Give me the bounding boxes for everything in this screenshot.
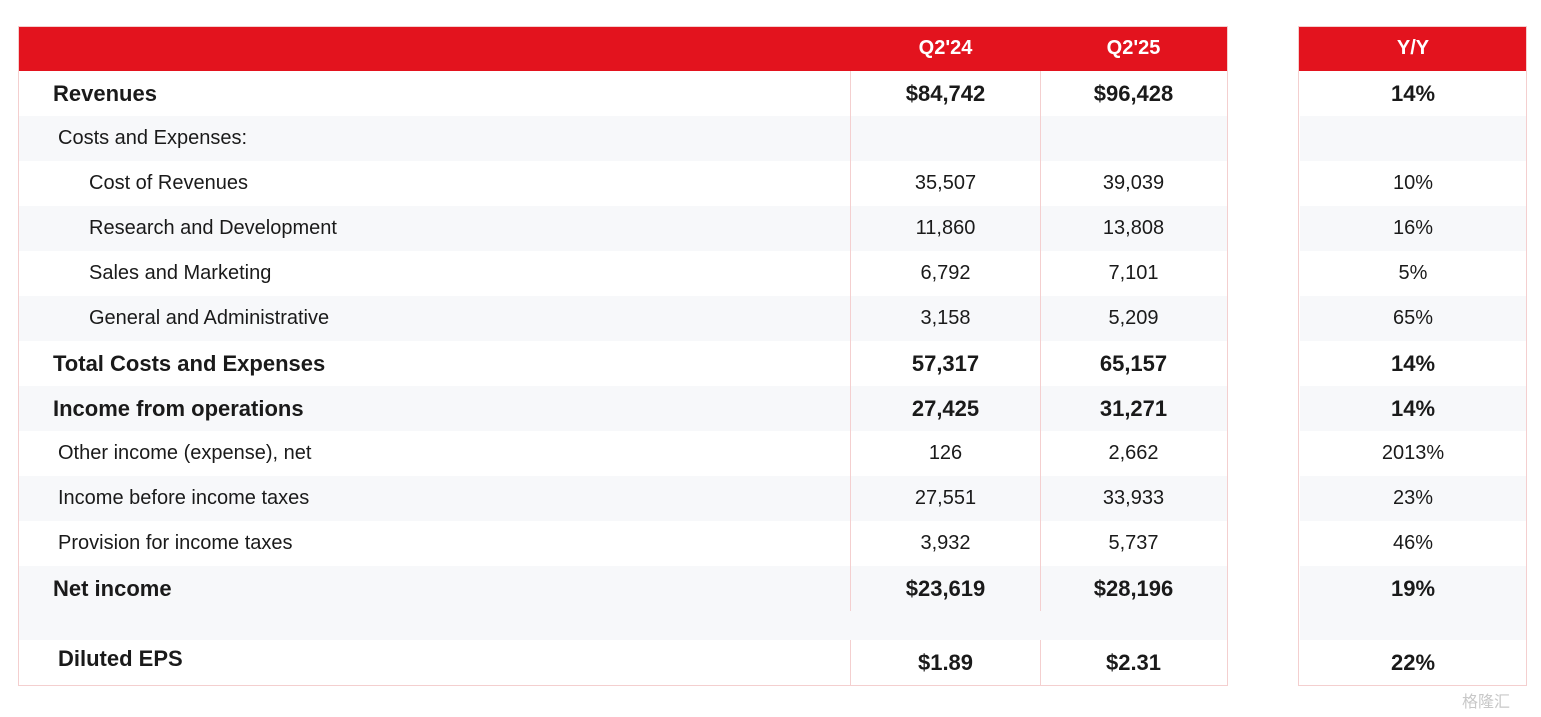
cell-yy: 46% — [1392, 532, 1434, 554]
eps-label: Diluted EPS — [58, 646, 183, 671]
cell-q2-25: 39,039 — [1102, 172, 1165, 194]
table-row: General and Administrative 3,158 5,209 — [19, 296, 1227, 341]
cell-q2-24: 126 — [928, 442, 963, 464]
row-label: Costs and Expenses: — [58, 127, 247, 149]
spacer-row — [19, 611, 1227, 640]
cell-q2-24: 27,551 — [914, 487, 977, 509]
cell-yy: 5% — [1398, 262, 1428, 284]
cell-q2-25: 5,737 — [1108, 532, 1159, 554]
column-header-q2-25: Q2'25 — [1106, 37, 1161, 59]
cell-yy: 14% — [1390, 351, 1436, 376]
spacer-row-yy — [1300, 611, 1526, 640]
row-label: Sales and Marketing — [89, 262, 272, 284]
column-divider — [1040, 640, 1041, 686]
cell-q2-25: 7,101 — [1108, 262, 1159, 284]
row-label: General and Administrative — [89, 307, 330, 329]
cell-yy: 16% — [1392, 217, 1434, 239]
cell-q2-24: $23,619 — [905, 576, 986, 601]
table-row-yy: 14% — [1300, 386, 1526, 431]
column-divider — [850, 640, 851, 686]
cell-yy: 14% — [1390, 81, 1436, 106]
table-row-yy: 23% — [1300, 476, 1526, 521]
table-row: Sales and Marketing 6,792 7,101 — [19, 251, 1227, 296]
column-gap — [1227, 26, 1299, 686]
table-row: Other income (expense), net 126 2,662 — [19, 431, 1227, 476]
row-label: Provision for income taxes — [58, 532, 293, 554]
cell-q2-24: 3,932 — [920, 532, 971, 554]
table-row: Costs and Expenses: — [19, 116, 1227, 161]
table-row-yy: 10% — [1300, 161, 1526, 206]
column-header-q2-24: Q2'24 — [918, 37, 973, 59]
table-row: Net income $23,619 $28,196 — [19, 566, 1227, 611]
table-row: Revenues $84,742 $96,428 — [19, 71, 1227, 116]
table-row-yy: 2013% — [1300, 431, 1526, 476]
table-row-yy: 5% — [1300, 251, 1526, 296]
cell-q2-25: 5,209 — [1108, 307, 1159, 329]
column-divider — [1040, 71, 1041, 611]
cell-yy: 2013% — [1381, 442, 1445, 464]
cell-yy — [1300, 116, 1526, 161]
cell-q2-24: 27,425 — [911, 396, 980, 421]
watermark-logo: 格隆汇 — [1462, 692, 1511, 711]
cell-q2-25: 2,662 — [1108, 442, 1159, 464]
row-label: Other income (expense), net — [58, 442, 312, 464]
eps-row: Diluted EPS $1.89 $2.31 — [19, 640, 1227, 686]
column-divider — [850, 71, 851, 611]
row-label: Income before income taxes — [58, 487, 310, 509]
cell-yy: 14% — [1390, 396, 1436, 421]
cell-q2-25: 13,808 — [1102, 217, 1165, 239]
table-row-yy: 46% — [1300, 521, 1526, 566]
row-label: Net income — [53, 576, 172, 601]
eps-q2-25: $2.31 — [1105, 650, 1162, 675]
column-header-yy: Y/Y — [1396, 37, 1430, 59]
table-frame — [18, 26, 1527, 686]
row-label: Total Costs and Expenses — [53, 351, 326, 376]
table-row: Income from operations 27,425 31,271 — [19, 386, 1227, 431]
table-row: Provision for income taxes 3,932 5,737 — [19, 521, 1227, 566]
cell-q2-24: 6,792 — [920, 262, 971, 284]
cell-q2-25: $96,428 — [1093, 81, 1174, 106]
row-label: Research and Development — [89, 217, 337, 239]
table-row-yy: 14% — [1300, 341, 1526, 386]
table-row: Income before income taxes 27,551 33,933 — [19, 476, 1227, 521]
table-row: Research and Development 11,860 13,808 — [19, 206, 1227, 251]
cell-q2-25: $28,196 — [1093, 576, 1174, 601]
table-row-yy: 14% — [1300, 71, 1526, 116]
cell-q2-24: $84,742 — [905, 81, 986, 106]
yy-header-band — [1299, 26, 1527, 71]
cell-q2-25: 65,157 — [1099, 351, 1168, 376]
table-header-band — [19, 26, 1227, 71]
row-label: Income from operations — [53, 396, 304, 421]
table-row-yy: 16% — [1300, 206, 1526, 251]
row-label: Revenues — [53, 81, 157, 106]
eps-q2-24: $1.89 — [917, 650, 974, 675]
cell-yy: 10% — [1392, 172, 1434, 194]
table-row-yy: 65% — [1300, 296, 1526, 341]
cell-yy: 23% — [1392, 487, 1434, 509]
cell-q2-25: 31,271 — [1099, 396, 1168, 421]
cell-yy: 19% — [1390, 576, 1436, 601]
eps-row-yy: 22% — [1300, 640, 1526, 686]
cell-q2-24: 35,507 — [914, 172, 977, 194]
table-row: Total Costs and Expenses 57,317 65,157 — [19, 341, 1227, 386]
cell-q2-24 — [851, 116, 1040, 161]
table-row: Cost of Revenues 35,507 39,039 — [19, 161, 1227, 206]
cell-q2-24: 11,860 — [915, 217, 976, 239]
cell-q2-25 — [1040, 116, 1227, 161]
cell-yy: 65% — [1392, 307, 1434, 329]
table-row-yy — [1300, 116, 1526, 161]
cell-q2-24: 3,158 — [920, 307, 971, 329]
eps-yy: 22% — [1390, 650, 1436, 675]
cell-q2-25: 33,933 — [1102, 487, 1165, 509]
row-label: Cost of Revenues — [89, 172, 248, 194]
cell-q2-24: 57,317 — [911, 351, 980, 376]
table-row-yy: 19% — [1300, 566, 1526, 611]
